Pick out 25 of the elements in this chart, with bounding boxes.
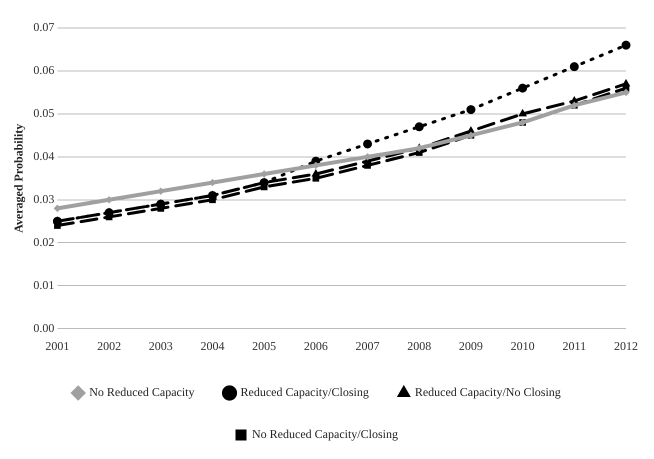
x-tick-label: 2002	[97, 338, 122, 353]
y-tick-label: 0.04	[33, 148, 54, 163]
legend-label: No Reduced Capacity/Closing	[252, 427, 398, 442]
y-tick-label: 0.06	[33, 63, 54, 78]
x-tick-label: 2005	[252, 338, 276, 353]
x-tick-label: 2008	[407, 338, 432, 353]
y-tick-label: 0.02	[33, 234, 54, 249]
y-axis-title: Averaged Probability	[11, 124, 26, 233]
y-tick-label: 0.05	[33, 106, 54, 120]
x-tick-label: 2004	[200, 338, 224, 353]
x-tick-label: 2010	[510, 338, 535, 353]
legend-label: Reduced Capacity/Closing	[240, 385, 369, 400]
x-tick-label: 2003	[148, 338, 173, 353]
y-tick-label: 0.07	[33, 20, 54, 34]
y-tick-label: 0.03	[33, 192, 54, 206]
y-tick-label: 0.01	[33, 278, 54, 292]
x-tick-label: 2009	[458, 338, 483, 353]
x-tick-label: 2011	[562, 338, 586, 353]
legend-label: No Reduced Capacity	[89, 385, 195, 400]
x-tick-label: 2006	[304, 338, 328, 353]
x-tick-label: 2007	[356, 338, 380, 353]
x-tick-label: 2001	[45, 338, 70, 353]
legend-label: Reduced Capacity/No Closing	[414, 385, 561, 400]
y-tick-label: 0.00	[33, 320, 54, 335]
x-tick-label: 2012	[614, 338, 638, 353]
